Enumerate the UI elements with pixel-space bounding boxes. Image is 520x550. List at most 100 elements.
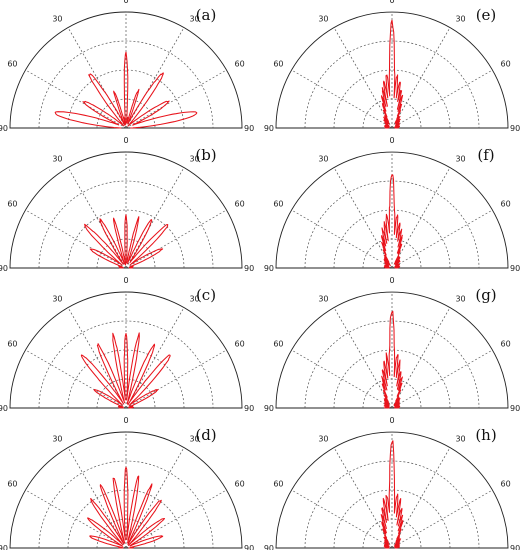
theta-tick-label: 30 [52, 155, 62, 164]
grid-spoke [391, 447, 451, 549]
theta-tick-label: 90 [510, 124, 520, 133]
theta-tick-label: 60 [7, 340, 17, 349]
theta-tick-label: 90 [0, 544, 8, 550]
grid-ring [38, 320, 214, 409]
theta-tick-label: 30 [189, 295, 199, 304]
grid-spoke [67, 307, 127, 409]
theta-tick-label: 30 [455, 295, 465, 304]
polar-frame [275, 151, 509, 269]
theta-tick-label: 90 [0, 264, 8, 273]
theta-tick-label: 60 [234, 200, 244, 209]
grid-spoke [333, 447, 393, 549]
grid-spoke [125, 447, 185, 549]
theta-tick-label: 30 [318, 435, 328, 444]
theta-tick-label: 60 [500, 200, 510, 209]
polar-frame [275, 431, 509, 549]
theta-tick-label: 30 [189, 435, 199, 444]
grid-spoke [25, 489, 127, 549]
grid-spoke [391, 349, 493, 409]
theta-tick-label: 0 [123, 136, 128, 145]
grid-spoke [67, 27, 127, 129]
grid-spoke [333, 27, 393, 129]
theta-tick-label: 0 [123, 416, 128, 425]
grid-spoke [291, 349, 393, 409]
theta-tick-label: 90 [264, 544, 274, 550]
grid-spoke [125, 307, 185, 409]
grid-spoke [25, 209, 127, 269]
theta-tick-label: 60 [500, 480, 510, 489]
grid-spoke [25, 69, 127, 129]
panel-label: (b) [195, 146, 216, 164]
theta-tick-label: 0 [389, 276, 394, 285]
theta-tick-label: 60 [273, 200, 283, 209]
theta-tick-label: 30 [52, 435, 62, 444]
theta-tick-label: 90 [264, 264, 274, 273]
panel-label: (a) [196, 6, 217, 24]
theta-tick-label: 90 [510, 544, 520, 550]
theta-tick-label: 90 [0, 124, 8, 133]
grid-spoke [391, 489, 493, 549]
polar-panel-c: 0 30 60 90 90 30 60 (c) [0, 276, 254, 413]
polar-panel-b: 0 30 60 90 90 30 60 (b) [0, 136, 254, 273]
grid-spoke [125, 69, 227, 129]
grid-spoke [291, 209, 393, 269]
theta-tick-label: 30 [455, 15, 465, 24]
radiation-pattern [80, 332, 171, 409]
theta-tick-label: 60 [273, 480, 283, 489]
polar-panel-g: 0 30 60 90 90 30 60 (g) [264, 276, 520, 413]
radiation-pattern [380, 19, 404, 129]
grid-spoke [25, 349, 127, 409]
panel-label: (h) [475, 426, 496, 444]
polar-frame [9, 431, 243, 549]
theta-tick-label: 60 [234, 480, 244, 489]
theta-tick-label: 90 [244, 404, 254, 413]
grid-spoke [67, 447, 127, 549]
grid-ring [38, 460, 214, 549]
radiation-pattern [380, 440, 404, 549]
grid-spoke [125, 27, 185, 129]
theta-tick-label: 30 [455, 155, 465, 164]
grid-spoke [291, 489, 393, 549]
theta-tick-label: 90 [244, 264, 254, 273]
panel-label: (c) [196, 286, 216, 304]
grid-spoke [291, 69, 393, 129]
theta-tick-label: 0 [389, 0, 394, 5]
polar-frame [9, 11, 243, 129]
theta-tick-label: 90 [264, 404, 274, 413]
polar-panel-f: 0 30 60 90 90 30 60 (f) [264, 136, 520, 273]
polar-frame [275, 11, 509, 129]
radiation-pattern [84, 214, 169, 269]
polar-panel-a: 0 30 60 90 90 30 60 (a) [0, 0, 254, 133]
theta-tick-label: 60 [234, 340, 244, 349]
panel-label: (f) [477, 146, 494, 164]
theta-tick-label: 30 [189, 15, 199, 24]
theta-tick-label: 90 [264, 124, 274, 133]
grid-spoke [333, 167, 393, 269]
grid-spoke [391, 167, 451, 269]
grid-ring [304, 320, 480, 409]
grid-spoke [391, 27, 451, 129]
grid-spoke [125, 209, 227, 269]
theta-tick-label: 90 [244, 544, 254, 550]
theta-tick-label: 90 [510, 404, 520, 413]
grid-spoke [391, 307, 451, 409]
grid-spoke [391, 69, 493, 129]
theta-tick-label: 90 [510, 264, 520, 273]
theta-tick-label: 0 [389, 136, 394, 145]
radiation-pattern [54, 51, 198, 129]
theta-tick-label: 60 [7, 480, 17, 489]
polar-panel-h: 0 30 60 90 90 30 60 (h) [264, 416, 520, 550]
polar-panel-e: 0 30 60 90 90 30 60 (e) [264, 0, 520, 133]
theta-tick-label: 30 [52, 295, 62, 304]
theta-tick-label: 60 [500, 60, 510, 69]
theta-tick-label: 60 [7, 60, 17, 69]
panel-label: (e) [476, 6, 497, 24]
theta-tick-label: 0 [123, 0, 128, 5]
grid-spoke [333, 307, 393, 409]
grid-spoke [125, 489, 227, 549]
radiation-pattern [87, 466, 166, 549]
grid-ring [304, 180, 480, 269]
grid-spoke [67, 167, 127, 269]
theta-tick-label: 90 [0, 404, 8, 413]
